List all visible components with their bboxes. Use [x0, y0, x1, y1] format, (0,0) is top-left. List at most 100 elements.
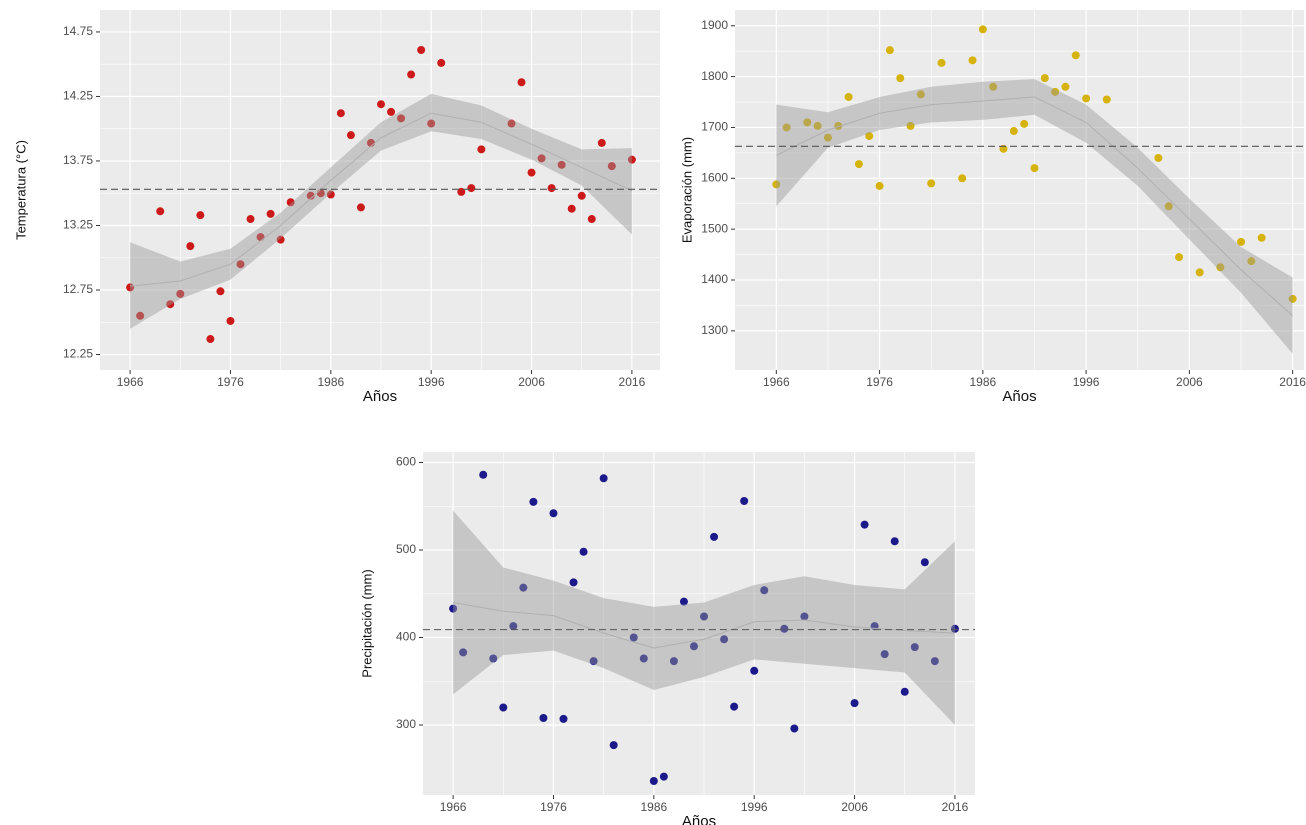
point: [740, 497, 749, 505]
point: [669, 657, 678, 666]
point: [850, 699, 859, 708]
point: [477, 145, 486, 154]
point: [547, 184, 556, 193]
point: [1082, 94, 1091, 103]
y-axis-title: Evaporación (mm): [679, 137, 694, 243]
point: [780, 624, 789, 633]
point: [854, 160, 863, 169]
point: [609, 741, 618, 750]
point: [875, 181, 884, 190]
x-tick-label: 1966: [440, 800, 467, 814]
point: [246, 215, 255, 224]
point: [397, 114, 406, 123]
point: [549, 509, 558, 518]
point: [537, 154, 546, 163]
smooth-line: [130, 112, 633, 287]
point: [1175, 253, 1184, 262]
point: [1030, 164, 1039, 173]
point: [176, 289, 185, 298]
point: [782, 123, 791, 132]
x-tick-label: 2016: [942, 800, 969, 814]
point: [885, 46, 894, 55]
point: [407, 70, 416, 79]
point: [813, 121, 822, 130]
point: [589, 657, 598, 666]
x-tick-label: 1966: [763, 375, 790, 389]
point: [186, 242, 195, 251]
y-tick-label: 1700: [701, 120, 728, 134]
x-axis-title: Años: [363, 388, 397, 405]
panel: 1966 1976 1986 1996 2006 2016 12.25 12.75 13.25 1…: [13, 10, 660, 405]
y-axis-title: Temperatura (°C): [13, 140, 28, 240]
y-tick-label: 1500: [701, 221, 728, 235]
point: [1154, 153, 1163, 162]
x-tick-label: 2006: [1176, 375, 1203, 389]
y-tick-label: 14.25: [63, 89, 93, 103]
confidence-band: [453, 510, 955, 725]
point: [730, 702, 739, 711]
point: [906, 121, 915, 130]
point: [519, 583, 528, 592]
panel-background: [735, 10, 1304, 370]
point: [567, 204, 576, 213]
point: [557, 160, 566, 169]
point: [206, 335, 215, 344]
point: [126, 283, 135, 292]
point: [649, 777, 658, 785]
point: [916, 90, 925, 99]
point: [689, 642, 698, 651]
point: [507, 119, 516, 128]
point: [880, 650, 889, 659]
x-axis-title: Años: [682, 813, 716, 825]
point: [900, 687, 909, 696]
point: [559, 714, 568, 723]
point: [607, 162, 616, 171]
x-tick-label: 1996: [741, 800, 768, 814]
y-tick-label: 1900: [701, 18, 728, 32]
point: [286, 198, 295, 207]
point: [1102, 95, 1111, 104]
x-tick-label: 2006: [518, 375, 545, 389]
point: [800, 612, 809, 621]
y-tick-label: 13.75: [63, 153, 93, 167]
x-tick-label: 1966: [117, 375, 144, 389]
point: [627, 155, 636, 164]
x-tick-label: 1976: [217, 375, 244, 389]
y-tick-label: 1800: [701, 69, 728, 83]
x-tick-label: 1986: [969, 375, 996, 389]
point: [1195, 268, 1204, 277]
point: [989, 82, 998, 91]
point: [467, 184, 476, 193]
point: [579, 547, 588, 556]
point: [720, 635, 729, 644]
y-tick-label: 300: [396, 717, 416, 731]
x-tick-label: 2016: [619, 375, 646, 389]
point: [346, 131, 355, 140]
point: [427, 119, 436, 128]
point: [803, 118, 812, 127]
point: [1164, 202, 1173, 211]
point: [1288, 294, 1297, 303]
point: [844, 92, 853, 101]
point: [834, 121, 843, 130]
point: [865, 132, 874, 141]
x-tick-label: 1986: [640, 800, 667, 814]
point: [760, 586, 769, 595]
confidence-band: [776, 79, 1293, 354]
point: [166, 300, 175, 309]
point: [499, 703, 508, 712]
point: [1237, 237, 1246, 246]
y-tick-label: 1300: [701, 323, 728, 337]
point: [1020, 119, 1029, 128]
point: [226, 316, 235, 325]
point: [236, 260, 245, 269]
y-tick-label: 400: [396, 630, 416, 644]
x-tick-label: 1976: [540, 800, 567, 814]
x-tick-label: 1986: [317, 375, 344, 389]
point: [196, 211, 205, 220]
x-axis-title: Años: [1002, 388, 1036, 405]
point: [156, 207, 165, 216]
point: [457, 187, 466, 196]
point: [276, 235, 285, 244]
